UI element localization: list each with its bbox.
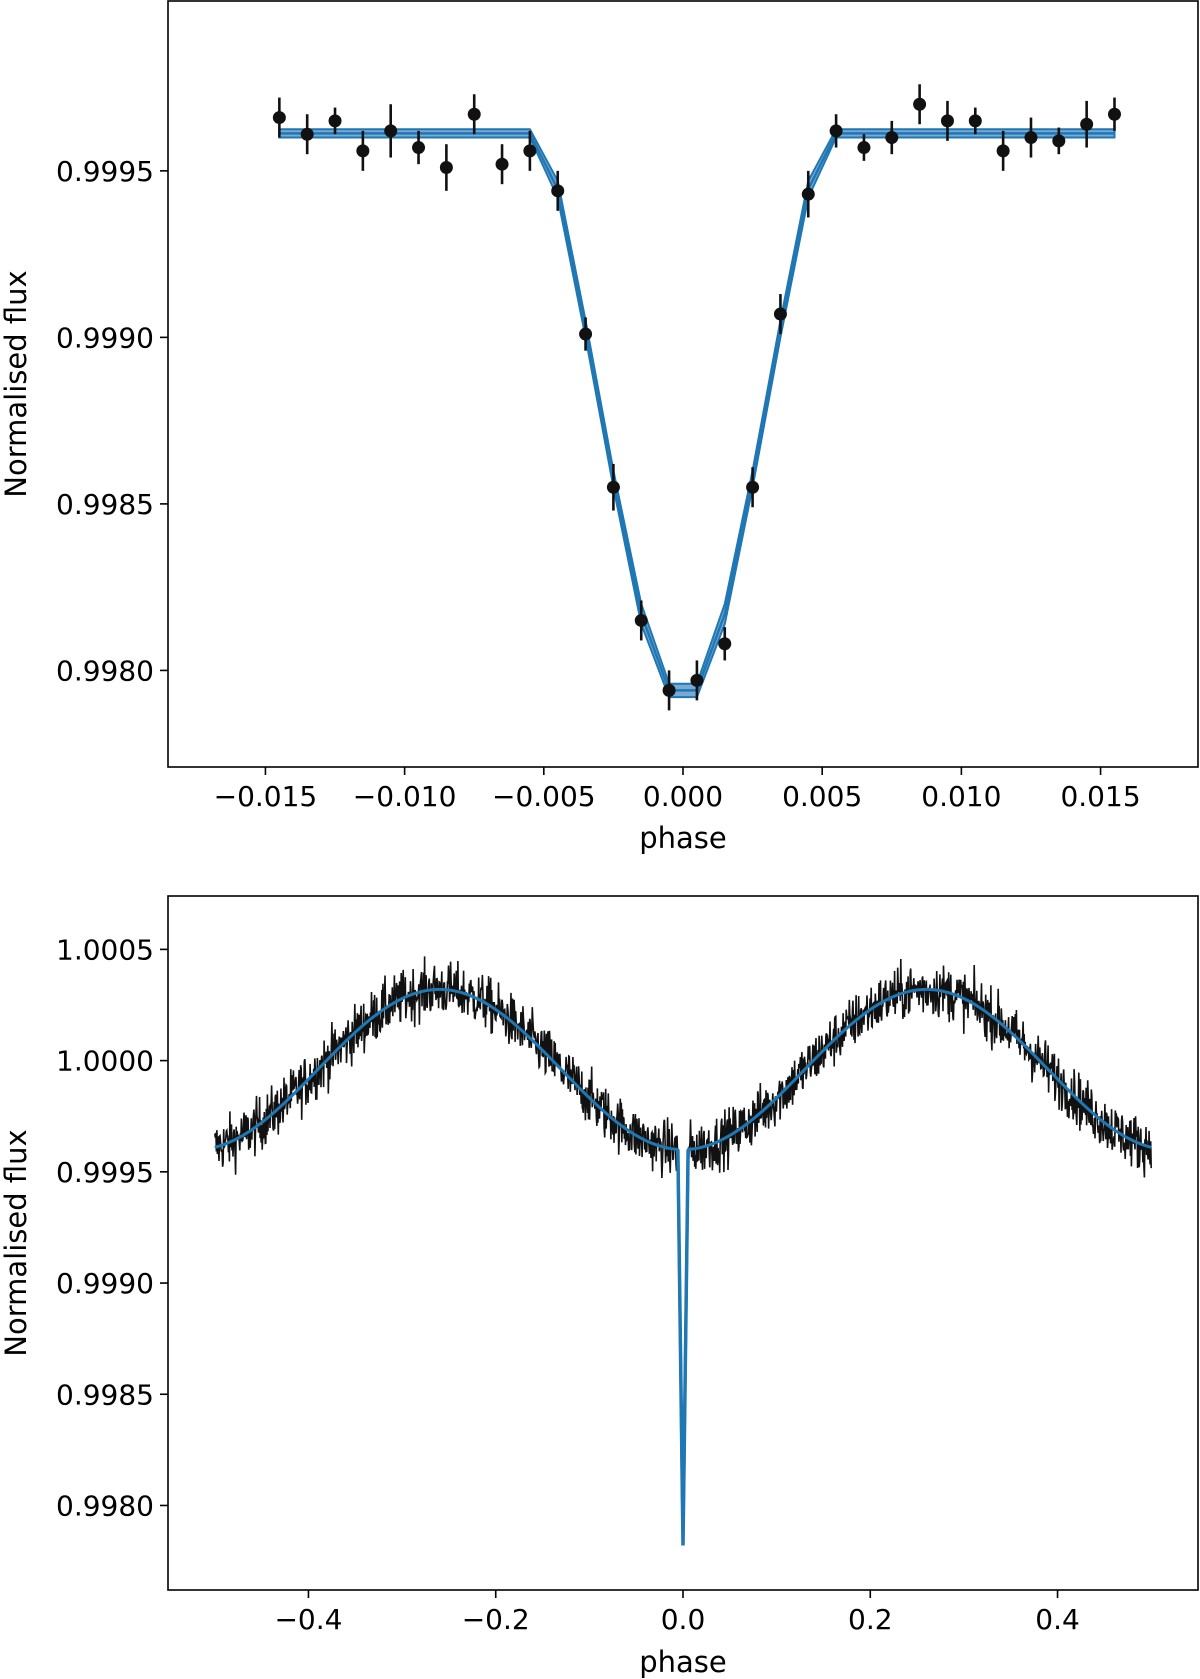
data-point (857, 141, 871, 155)
y-tick-label: 1.0005 (56, 933, 154, 966)
x-tick-label: −0.005 (492, 780, 596, 813)
data-point (801, 187, 815, 201)
x-tick-label: 0.0 (661, 1603, 706, 1636)
x-tick-label: −0.015 (214, 780, 318, 813)
data-point (1107, 107, 1121, 121)
data-point (467, 107, 481, 121)
data-point (1052, 134, 1066, 148)
y-tick-label: 0.9985 (56, 488, 154, 521)
x-tick-label: 0.4 (1035, 1603, 1080, 1636)
data-point (940, 114, 954, 128)
data-point (968, 114, 982, 128)
data-point (412, 141, 426, 155)
x-tick-label: −0.4 (274, 1603, 342, 1636)
data-point (356, 144, 370, 158)
x-ticks: −0.015 −0.010 −0.005 0.000 0.005 0.010 0.015 (214, 767, 1141, 813)
x-tick-label: 0.010 (921, 780, 1001, 813)
y-ticks: 0.9980 0.9985 0.9990 0.9995 1.0000 1.0005 (56, 933, 168, 1522)
x-tick-label: 0.000 (643, 780, 723, 813)
y-axis-label: Normalised flux (0, 270, 33, 497)
x-axis-label: phase (639, 1645, 727, 1679)
data-point (523, 144, 537, 158)
data-point (384, 124, 398, 138)
x-tick-label: −0.2 (462, 1603, 530, 1636)
x-tick-label: −0.010 (353, 780, 457, 813)
data-point (495, 157, 509, 171)
data-point (439, 161, 453, 175)
data-point (1024, 131, 1038, 145)
y-tick-label: 0.9985 (56, 1378, 154, 1411)
full-phase-panel: −0.4 −0.2 0.0 0.2 0.4 0.99800.99850.99900.99… (0, 895, 1199, 1679)
data-point (829, 124, 843, 138)
data-point (718, 637, 732, 651)
axes-frame (167, 0, 1199, 768)
x-axis-label: phase (639, 821, 727, 855)
data-points (272, 84, 1121, 711)
y-axis-label: Normalised flux (0, 1129, 33, 1356)
data-point (1080, 117, 1094, 131)
model-band (278, 128, 1116, 699)
x-tick-label: 0.015 (1060, 780, 1140, 813)
data-point (996, 144, 1010, 158)
data-point (606, 480, 620, 494)
y-tick-label: 0.9995 (56, 1156, 154, 1189)
x-tick-label: 0.005 (782, 780, 862, 813)
y-tick-label: 0.9980 (56, 654, 154, 687)
data-point (551, 184, 565, 198)
y-tick-label: 0.9990 (56, 321, 154, 354)
data-point (579, 327, 593, 341)
transit-dip (676, 1149, 690, 1546)
data-point (690, 673, 704, 687)
y-tick-label: 1.0000 (56, 1045, 154, 1078)
data-point (746, 480, 760, 494)
data-point (328, 114, 342, 128)
model-line (279, 132, 1115, 692)
data-point (885, 131, 899, 145)
y-tick-label: 0.9990 (56, 1267, 154, 1300)
data-point (662, 683, 676, 697)
data-point (773, 307, 787, 321)
model-curve (214, 987, 1152, 1546)
model-band-fill (278, 128, 1116, 699)
data-point (913, 97, 927, 111)
data-point (634, 613, 648, 627)
y-tick-label: 0.9995 (56, 155, 154, 188)
x-ticks: −0.4 −0.2 0.0 0.2 0.4 (274, 1590, 1080, 1636)
y-tick-label: 0.9980 (56, 1489, 154, 1522)
data-point (272, 111, 286, 125)
transit-zoom-panel: −0.015 −0.010 −0.005 0.000 0.005 0.010 0.015 0… (0, 0, 1199, 855)
y-ticks: 0.9980 0.9985 0.9990 0.9995 (56, 155, 168, 687)
data-point (300, 127, 314, 141)
x-tick-label: 0.2 (848, 1603, 893, 1636)
